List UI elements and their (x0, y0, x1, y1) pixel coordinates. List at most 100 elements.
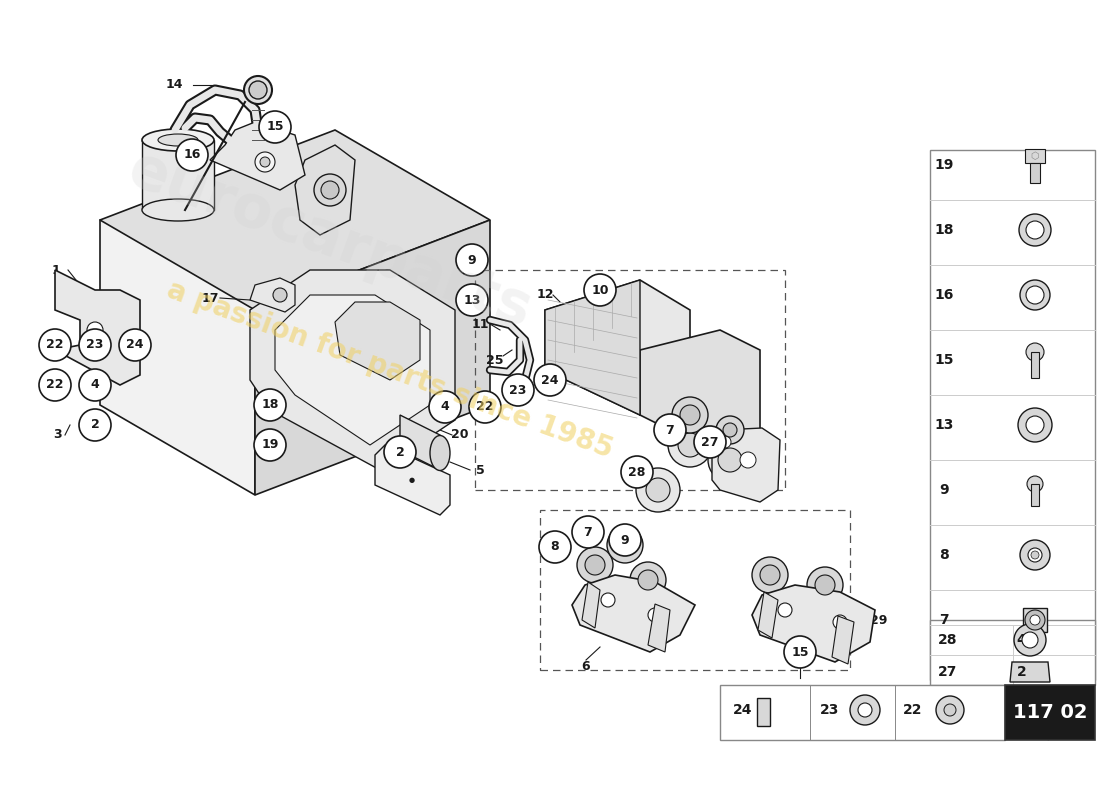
Text: 117 02: 117 02 (1013, 702, 1087, 722)
Text: 22: 22 (46, 338, 64, 351)
Polygon shape (572, 575, 695, 652)
Circle shape (572, 516, 604, 548)
Circle shape (723, 423, 737, 437)
Ellipse shape (158, 134, 198, 146)
Bar (720, 685, 1005, 740)
Text: 20: 20 (451, 429, 469, 442)
Circle shape (456, 284, 488, 316)
Circle shape (678, 433, 702, 457)
Circle shape (469, 391, 500, 423)
Text: 7: 7 (584, 526, 593, 538)
Circle shape (654, 414, 686, 446)
Text: 12: 12 (537, 289, 553, 302)
Polygon shape (544, 280, 690, 415)
Circle shape (1020, 540, 1050, 570)
Circle shape (609, 524, 641, 556)
Text: 9: 9 (468, 254, 476, 266)
Polygon shape (640, 330, 760, 455)
Circle shape (833, 615, 847, 629)
Text: ⬡: ⬡ (1031, 151, 1040, 161)
Circle shape (719, 436, 732, 448)
Circle shape (716, 416, 744, 444)
Polygon shape (544, 280, 640, 415)
Text: 26: 26 (760, 454, 778, 466)
Circle shape (1025, 610, 1045, 630)
Polygon shape (752, 585, 875, 662)
Circle shape (807, 567, 843, 603)
Polygon shape (295, 145, 355, 235)
Text: 19: 19 (262, 438, 278, 451)
Polygon shape (832, 616, 854, 664)
Circle shape (1019, 214, 1050, 246)
Text: 8: 8 (939, 548, 949, 562)
Text: 27: 27 (938, 665, 957, 679)
Circle shape (79, 369, 111, 401)
Circle shape (621, 456, 653, 488)
Circle shape (314, 174, 346, 206)
Circle shape (1020, 280, 1050, 310)
Bar (1023, 608, 1047, 632)
Ellipse shape (430, 435, 450, 470)
Text: 6: 6 (582, 661, 591, 674)
Circle shape (638, 570, 658, 590)
Bar (1031, 484, 1040, 506)
Circle shape (429, 391, 461, 423)
Circle shape (1027, 476, 1043, 492)
Text: 28: 28 (628, 466, 646, 478)
Circle shape (936, 696, 964, 724)
Text: 17: 17 (201, 291, 219, 305)
Circle shape (502, 374, 534, 406)
Text: 19: 19 (934, 158, 954, 172)
Circle shape (694, 426, 726, 458)
Text: 13: 13 (463, 294, 481, 306)
Circle shape (254, 389, 286, 421)
Text: 24: 24 (126, 338, 144, 351)
Text: 4: 4 (1016, 633, 1026, 647)
Circle shape (858, 703, 872, 717)
Circle shape (273, 288, 287, 302)
Text: 3: 3 (54, 429, 63, 442)
Circle shape (456, 244, 488, 276)
Circle shape (668, 423, 712, 467)
Bar (757, 698, 770, 726)
Polygon shape (255, 220, 490, 495)
Circle shape (636, 468, 680, 512)
Circle shape (79, 409, 111, 441)
Circle shape (260, 157, 270, 167)
Circle shape (1026, 343, 1044, 361)
Polygon shape (648, 604, 670, 652)
Text: 15: 15 (934, 353, 954, 367)
Text: 7: 7 (939, 613, 949, 627)
Bar (1030, 163, 1040, 183)
Polygon shape (100, 220, 255, 495)
Polygon shape (100, 130, 490, 310)
Text: 2: 2 (1016, 665, 1026, 679)
Circle shape (752, 557, 788, 593)
Circle shape (39, 329, 72, 361)
Polygon shape (210, 122, 305, 190)
Bar (1005, 685, 1094, 740)
Circle shape (708, 438, 752, 482)
Text: 16: 16 (934, 288, 954, 302)
Polygon shape (1010, 662, 1050, 682)
Text: 10: 10 (592, 283, 608, 297)
Circle shape (815, 575, 835, 595)
Text: 18: 18 (934, 223, 954, 237)
Polygon shape (142, 140, 214, 210)
Circle shape (680, 405, 700, 425)
Text: 4: 4 (441, 401, 450, 414)
Circle shape (119, 329, 151, 361)
Text: 9: 9 (939, 483, 949, 497)
Text: 22: 22 (46, 378, 64, 391)
Circle shape (176, 139, 208, 171)
Polygon shape (375, 445, 450, 515)
Circle shape (1026, 416, 1044, 434)
Circle shape (784, 636, 816, 668)
Polygon shape (1008, 716, 1068, 740)
Text: 23: 23 (86, 338, 103, 351)
Text: 7: 7 (666, 423, 674, 437)
Circle shape (585, 555, 605, 575)
Text: 23: 23 (509, 383, 527, 397)
Bar (1025, 149, 1045, 163)
Circle shape (254, 429, 286, 461)
